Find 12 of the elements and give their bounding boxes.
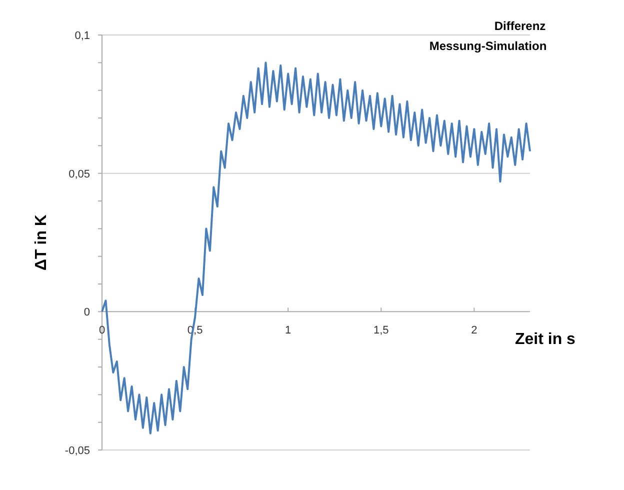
x-tick-label: 2 — [471, 324, 478, 337]
chart-title: Differenz — [494, 19, 546, 33]
chart-subtitle: Messung-Simulation — [429, 39, 547, 53]
y-tick-label: 0,05 — [68, 168, 90, 180]
x-tick-label: 1 — [285, 324, 292, 337]
y-tick-label: 0,1 — [74, 30, 90, 42]
y-tick-label: 0 — [84, 306, 90, 319]
x-axis-title: Zeit in s — [515, 331, 576, 348]
y-tick-label: -0,05 — [64, 445, 90, 457]
x-tick-label: 1,5 — [373, 324, 389, 337]
x-tick-label: 0 — [98, 324, 106, 337]
y-axis-title: ΔT in K — [33, 214, 50, 270]
